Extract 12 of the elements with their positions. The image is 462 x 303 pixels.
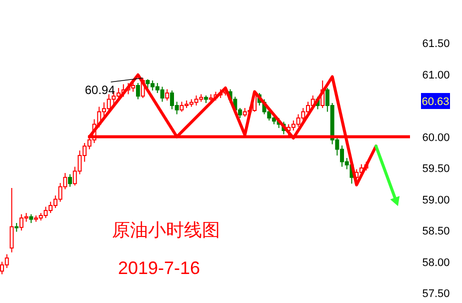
y-tick-label: 59.00	[422, 194, 450, 206]
y-tick-label: 60.00	[422, 132, 450, 144]
y-tick-label: 58.00	[422, 256, 450, 269]
y-tick-label: 59.50	[422, 163, 450, 175]
text: 60.63	[422, 96, 450, 108]
annotation: 原油小时线图	[112, 220, 220, 241]
annotation: 60.94	[84, 83, 116, 97]
y-tick-label: 61.50	[422, 38, 450, 50]
annotation: 2019-7-16	[118, 258, 200, 278]
y-tick-label: 61.00	[422, 69, 450, 82]
y-tick-label: 57.50	[422, 288, 450, 300]
y-tick-label: 58.50	[422, 226, 450, 238]
